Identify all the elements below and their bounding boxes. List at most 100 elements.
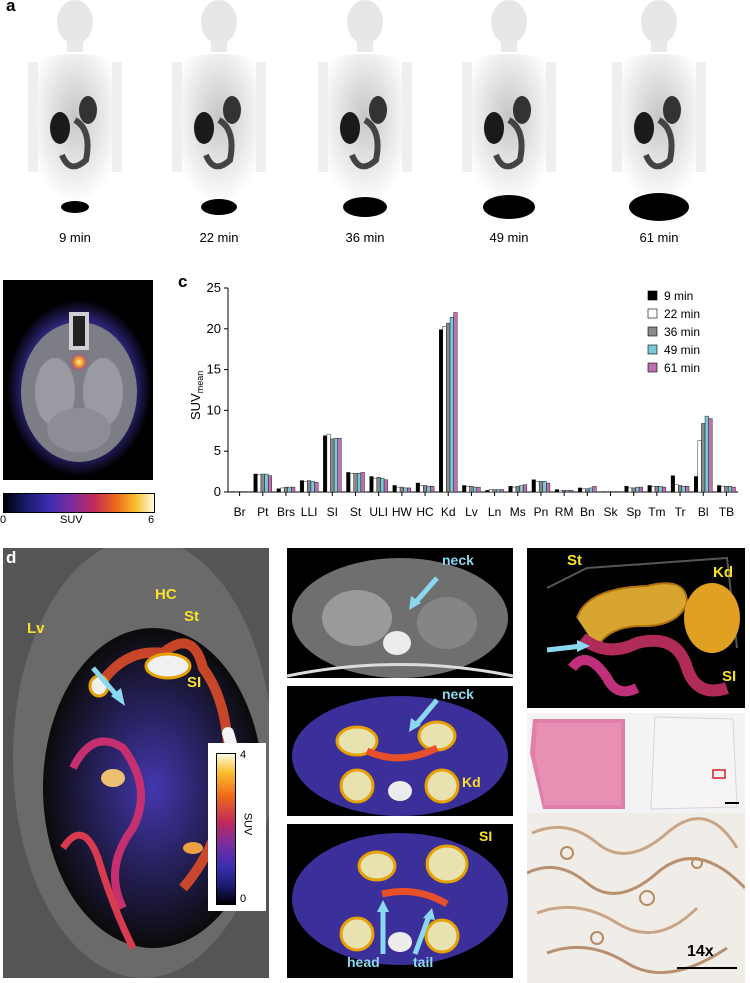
bar xyxy=(522,484,527,493)
magnification-label: 14x xyxy=(687,943,714,960)
bar xyxy=(569,490,574,493)
bar xyxy=(685,486,690,493)
x-tick-label: Sp xyxy=(626,505,641,519)
bar xyxy=(264,473,269,493)
x-tick-label: Brs xyxy=(277,505,295,519)
legend-swatch xyxy=(647,308,658,319)
bar xyxy=(662,486,667,493)
x-tick-label: Bn xyxy=(580,505,595,519)
bar xyxy=(558,490,563,493)
y-tick-label: 10 xyxy=(207,402,221,417)
bar xyxy=(360,472,365,493)
x-tick-label: Pt xyxy=(257,505,269,519)
label-si-axial: SI xyxy=(479,828,493,844)
bar xyxy=(601,491,606,493)
bar xyxy=(638,486,643,493)
bar xyxy=(303,481,308,493)
label-st: St xyxy=(184,608,199,625)
suv-bar-chart: 0 5 10 15 20 25 SUVmean Br Pt Brs LLI SI St ULI HW HC Kd… xyxy=(188,280,738,519)
bar xyxy=(701,423,706,493)
bar xyxy=(291,486,296,493)
bar xyxy=(546,482,551,493)
bar xyxy=(376,477,381,493)
legend-label: 49 min xyxy=(664,343,700,357)
bar xyxy=(658,486,663,493)
label-si-3d: SI xyxy=(722,668,737,685)
bar xyxy=(346,472,351,493)
label-si: SI xyxy=(187,674,202,691)
bar xyxy=(565,490,570,493)
bar xyxy=(241,491,246,493)
panel-label-d: d xyxy=(6,548,17,567)
bar xyxy=(508,486,513,493)
bar xyxy=(369,476,374,493)
legend-swatch xyxy=(647,326,658,337)
bar xyxy=(449,317,454,493)
bar xyxy=(276,488,281,493)
volume-render-image: St Kd SI xyxy=(527,548,745,708)
x-tick-label: St xyxy=(350,505,362,519)
bar xyxy=(453,312,458,493)
bar xyxy=(299,480,304,493)
legend-label: 61 min xyxy=(664,361,700,375)
bar xyxy=(244,491,249,493)
bar xyxy=(230,491,235,493)
x-tick-label: Tm xyxy=(648,505,665,519)
colorbar-b-min: 0 xyxy=(0,514,7,526)
x-tick-label: Bl xyxy=(698,505,709,519)
bar xyxy=(399,486,404,493)
bar xyxy=(253,473,258,493)
x-tick-label: TB xyxy=(719,505,734,519)
bar xyxy=(476,486,481,493)
bar xyxy=(283,486,288,493)
bar xyxy=(423,485,428,493)
bar xyxy=(465,486,470,493)
legend-swatch xyxy=(647,344,658,355)
bar xyxy=(535,481,540,493)
bar xyxy=(314,482,319,493)
label-kd: Kd xyxy=(462,774,481,790)
legend-label: 22 min xyxy=(664,307,700,321)
bar xyxy=(357,473,362,493)
bar xyxy=(515,486,520,493)
bar xyxy=(496,489,501,493)
y-axis-label: SUVmean xyxy=(188,371,205,420)
bar xyxy=(260,473,265,493)
mip-time-label: 49 min xyxy=(489,230,529,245)
bar xyxy=(635,486,640,493)
bar xyxy=(469,486,474,493)
x-tick-label: ULI xyxy=(369,505,388,519)
bar xyxy=(439,329,444,493)
bar xyxy=(647,485,652,493)
bar xyxy=(708,418,713,493)
bar xyxy=(396,486,401,493)
bar xyxy=(426,486,431,493)
bar xyxy=(608,491,613,493)
bar xyxy=(380,477,385,493)
mip-time-label: 36 min xyxy=(345,230,385,245)
label-st-3d: St xyxy=(567,552,582,569)
bar xyxy=(473,486,478,493)
bar xyxy=(585,488,590,493)
bar xyxy=(717,485,722,493)
bar xyxy=(499,489,504,493)
bar xyxy=(353,473,358,493)
legend-label: 36 min xyxy=(664,325,700,339)
bar xyxy=(419,485,424,493)
mip-image xyxy=(604,0,714,225)
x-tick-label: HW xyxy=(392,505,413,519)
bar xyxy=(430,486,435,493)
bar xyxy=(337,437,342,493)
bar xyxy=(333,437,338,493)
bar xyxy=(373,477,378,493)
bar xyxy=(323,435,328,493)
x-tick-label: SI xyxy=(327,505,338,519)
x-tick-label: LLI xyxy=(301,505,318,519)
bar xyxy=(488,489,493,493)
bar xyxy=(307,480,312,493)
mip-image xyxy=(310,0,420,225)
bar xyxy=(578,487,583,493)
legend-swatch xyxy=(647,290,658,301)
bar xyxy=(237,491,242,493)
label-head: head xyxy=(347,954,380,970)
